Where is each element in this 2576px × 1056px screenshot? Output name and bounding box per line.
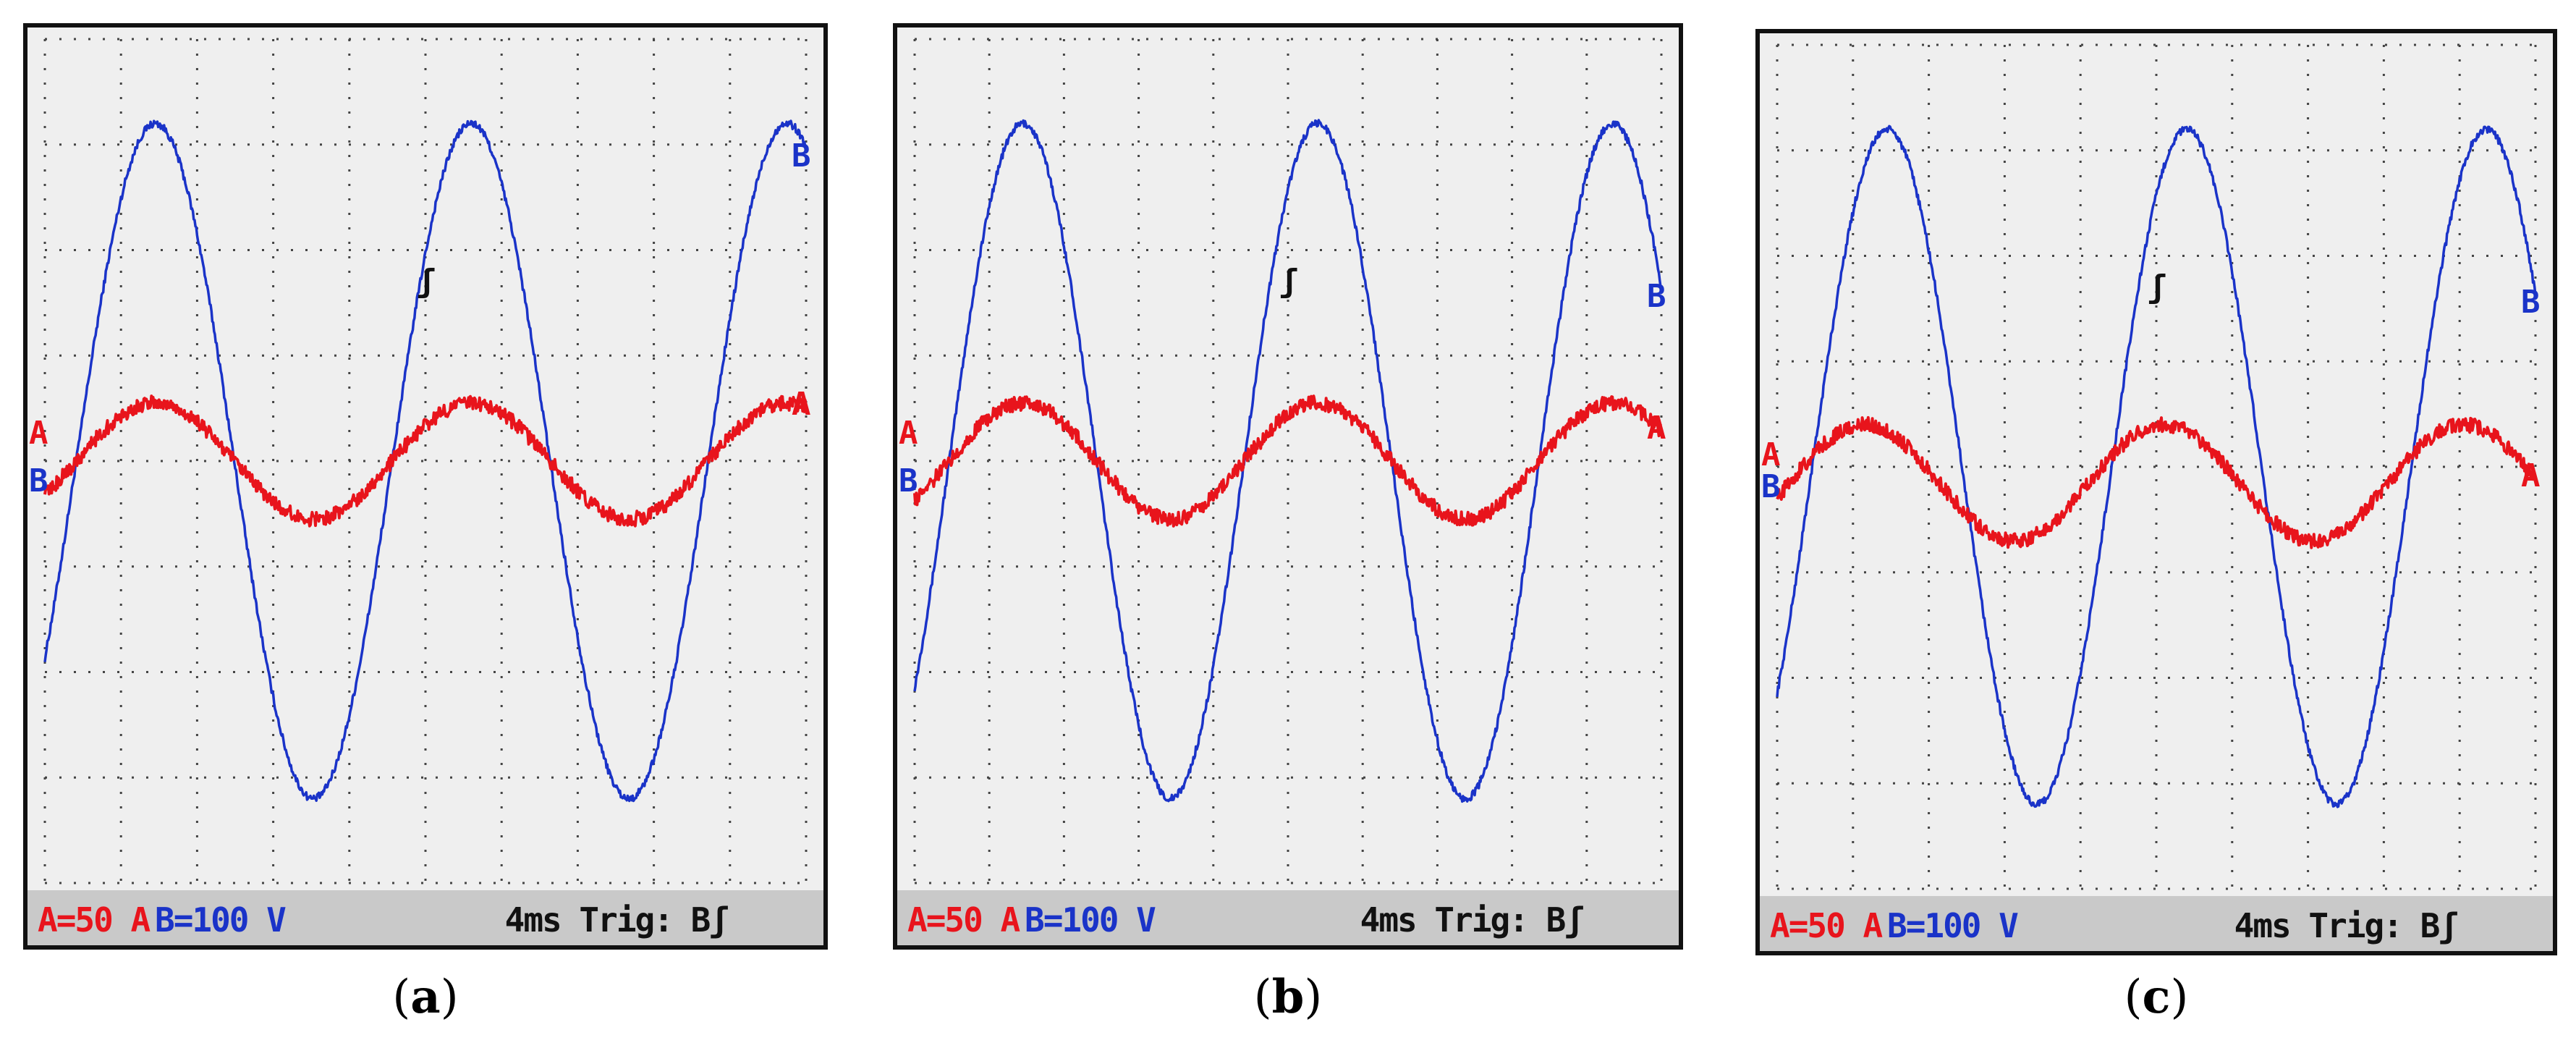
channel-a-right-marker: A <box>1647 410 1666 447</box>
graticule <box>913 38 1663 884</box>
channel-a-right-marker: A <box>792 385 811 423</box>
channel-b-right-marker: B <box>1647 278 1666 316</box>
channel-b-scale: B=100 V <box>1887 906 2019 945</box>
channel-b-left-marker: B <box>1761 468 1781 505</box>
caption-c: (c) <box>2124 970 2189 1024</box>
caption-a: (a) <box>392 970 459 1024</box>
channel-a-left-marker: A <box>899 415 918 452</box>
channel-b-right-marker: B <box>792 137 811 174</box>
channel-b-right-marker: B <box>2521 284 2541 321</box>
oscilloscope-screen-b: A A B B ʃ A=50 A B=100 V 4ms Trig: Bʃ <box>893 23 1683 950</box>
waveform-plot-c <box>1776 43 2537 890</box>
status-bar: A=50 A B=100 V 4ms Trig: Bʃ <box>897 890 1679 945</box>
graticule <box>43 38 808 884</box>
waveform-plot-a <box>43 38 808 884</box>
timebase-trigger: 4ms Trig: Bʃ <box>504 900 729 939</box>
trigger-marker: ʃ <box>417 263 436 300</box>
series-b-waveform <box>913 119 1663 803</box>
channel-a-scale: A=50 A <box>1770 906 1883 945</box>
channel-b-scale: B=100 V <box>155 900 287 939</box>
timebase-trigger: 4ms Trig: Bʃ <box>2234 906 2459 945</box>
caption-b: (b) <box>1253 970 1323 1024</box>
timebase-trigger: 4ms Trig: Bʃ <box>1360 900 1585 939</box>
series-a-waveform <box>1776 415 2537 549</box>
series-b-waveform <box>1776 124 2537 808</box>
caption-b-letter: b <box>1271 970 1305 1024</box>
status-bar: A=50 A B=100 V 4ms Trig: Bʃ <box>1760 896 2553 951</box>
oscilloscope-screen-c: A A B B ʃ A=50 A B=100 V 4ms Trig: Bʃ <box>1755 29 2557 955</box>
trigger-marker: ʃ <box>2148 269 2167 306</box>
channel-a-scale: A=50 A <box>38 900 151 939</box>
caption-a-letter: a <box>410 970 441 1024</box>
status-bar: A=50 A B=100 V 4ms Trig: Bʃ <box>27 890 823 945</box>
channel-a-left-marker: A <box>1761 436 1781 473</box>
channel-a-scale: A=50 A <box>907 900 1020 939</box>
series-b-waveform <box>43 119 807 803</box>
channel-b-left-marker: B <box>29 462 48 499</box>
channel-b-left-marker: B <box>899 462 918 499</box>
caption-c-letter: c <box>2142 970 2171 1024</box>
series-a-waveform <box>43 394 808 528</box>
series-a-waveform <box>913 394 1662 528</box>
graticule <box>1776 43 2537 890</box>
trigger-marker: ʃ <box>1279 263 1299 300</box>
waveform-plot-b <box>913 38 1663 884</box>
channel-a-right-marker: A <box>2521 457 2541 495</box>
channel-b-scale: B=100 V <box>1025 900 1156 939</box>
channel-a-left-marker: A <box>29 415 48 452</box>
oscilloscope-screen-a: A A B B ʃ A=50 A B=100 V 4ms Trig: Bʃ <box>23 23 828 950</box>
